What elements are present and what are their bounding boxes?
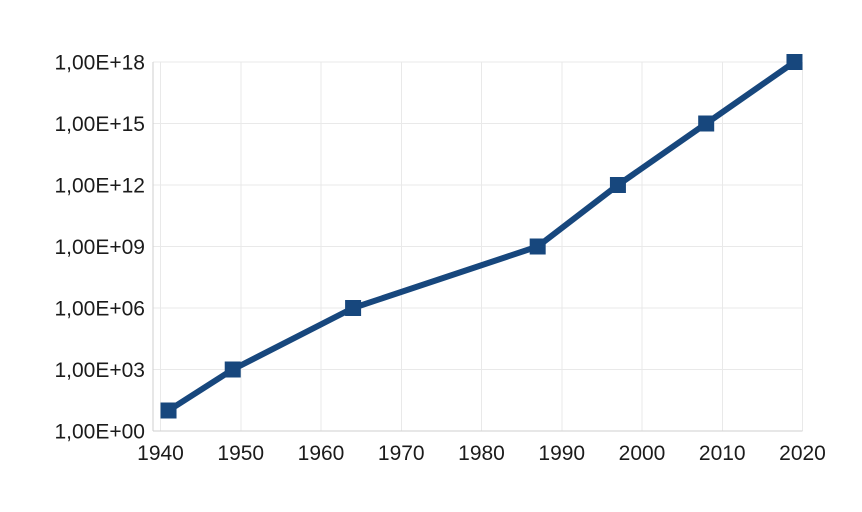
x-axis-tick-label: 1970 (378, 442, 425, 465)
y-axis-tick-label: 1,00E+06 (54, 298, 145, 321)
y-axis-labels: 1,00E+00 1,00E+03 1,00E+06 1,00E+09 1,00E+12… (54, 52, 145, 444)
x-axis-tick-label: 2020 (779, 442, 826, 465)
x-axis-tick-label: 1940 (137, 442, 184, 465)
y-axis-tick-label: 1,00E+15 (54, 113, 145, 136)
data-series (160, 54, 803, 419)
axes (152, 62, 803, 432)
y-axis-tick-label: 1,00E+18 (54, 52, 145, 75)
data-point-marker (529, 238, 546, 255)
data-point-marker (224, 361, 241, 378)
data-point-marker (160, 402, 177, 419)
x-axis-tick-label: 1980 (458, 442, 505, 465)
gridlines (153, 61, 803, 431)
data-point-marker (345, 300, 362, 316)
y-axis-tick-label: 1,00E+00 (54, 421, 145, 444)
data-point-marker (609, 177, 626, 193)
y-axis-tick-label: 1,00E+12 (54, 175, 145, 198)
x-axis-tick-label: 2000 (619, 442, 666, 465)
x-axis-tick-label: 1960 (298, 442, 345, 465)
data-point-marker (698, 115, 715, 132)
y-axis-tick-label: 1,00E+03 (54, 359, 145, 382)
x-axis-tick-label: 1950 (217, 442, 264, 465)
data-point-marker (786, 54, 803, 70)
x-axis-tick-label: 2010 (699, 442, 746, 465)
x-axis-tick-label: 1990 (538, 442, 585, 465)
y-axis-tick-label: 1,00E+09 (54, 236, 145, 259)
x-axis-labels: 1940 1950 1960 1970 1980 1990 2000 2010 2020 (137, 442, 826, 465)
